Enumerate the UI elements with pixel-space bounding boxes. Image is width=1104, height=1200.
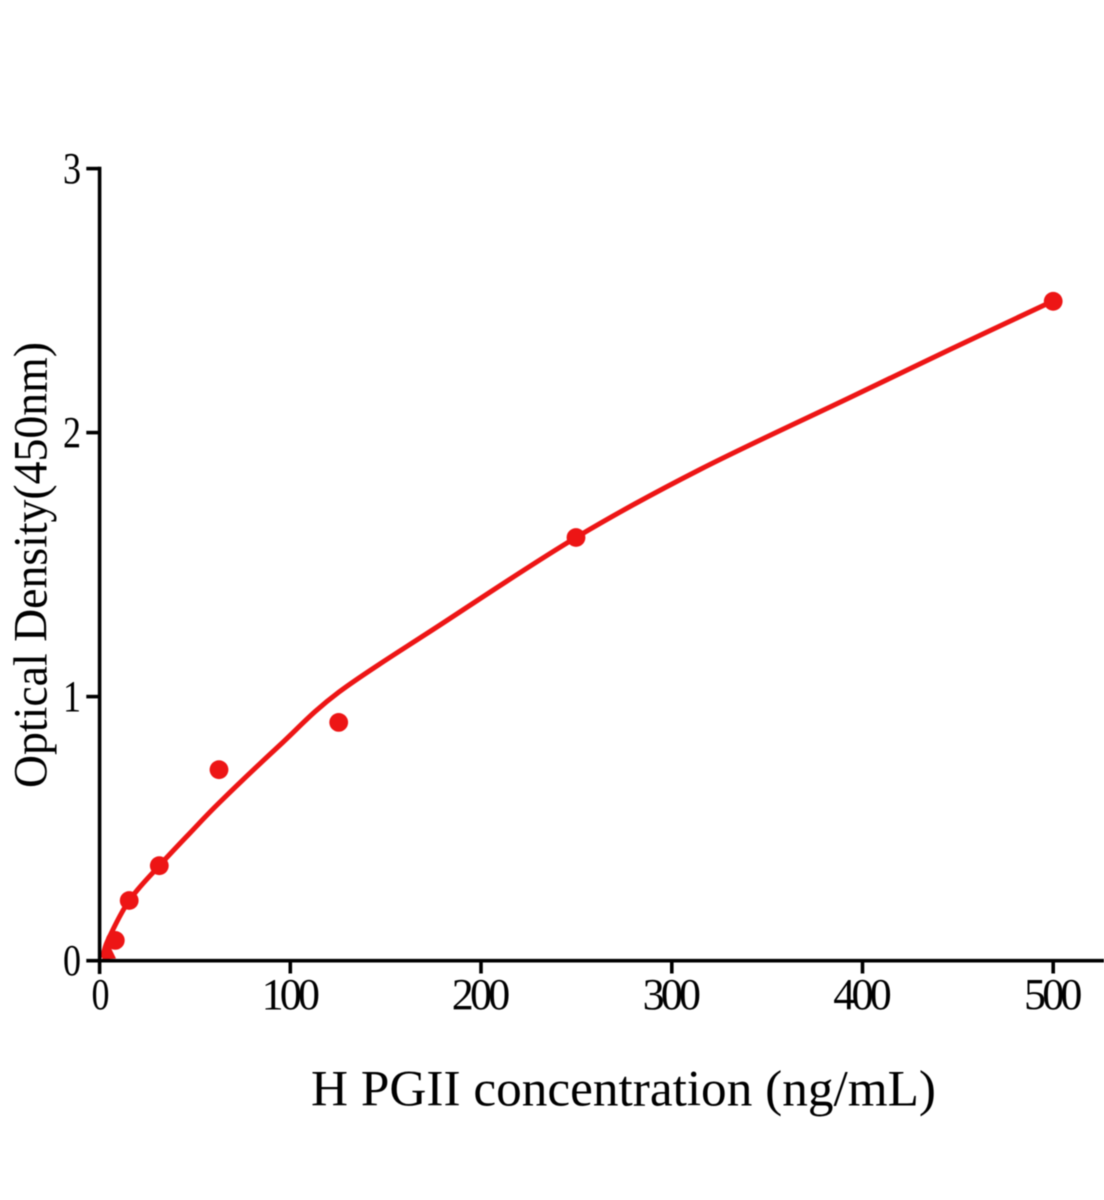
svg-text:200: 200 xyxy=(452,970,510,1019)
svg-text:300: 300 xyxy=(643,970,701,1019)
svg-text:3: 3 xyxy=(63,143,81,192)
svg-text:0: 0 xyxy=(91,970,109,1019)
svg-text:500: 500 xyxy=(1024,970,1082,1019)
svg-text:H PGII concentration (ng/mL): H PGII concentration (ng/mL) xyxy=(311,1061,936,1117)
svg-text:1: 1 xyxy=(63,671,81,720)
svg-text:Optical Density(450nm): Optical Density(450nm) xyxy=(5,342,58,788)
svg-text:2: 2 xyxy=(63,407,81,456)
svg-text:100: 100 xyxy=(262,970,320,1019)
svg-text:400: 400 xyxy=(833,970,891,1019)
svg-text:0: 0 xyxy=(63,936,81,985)
